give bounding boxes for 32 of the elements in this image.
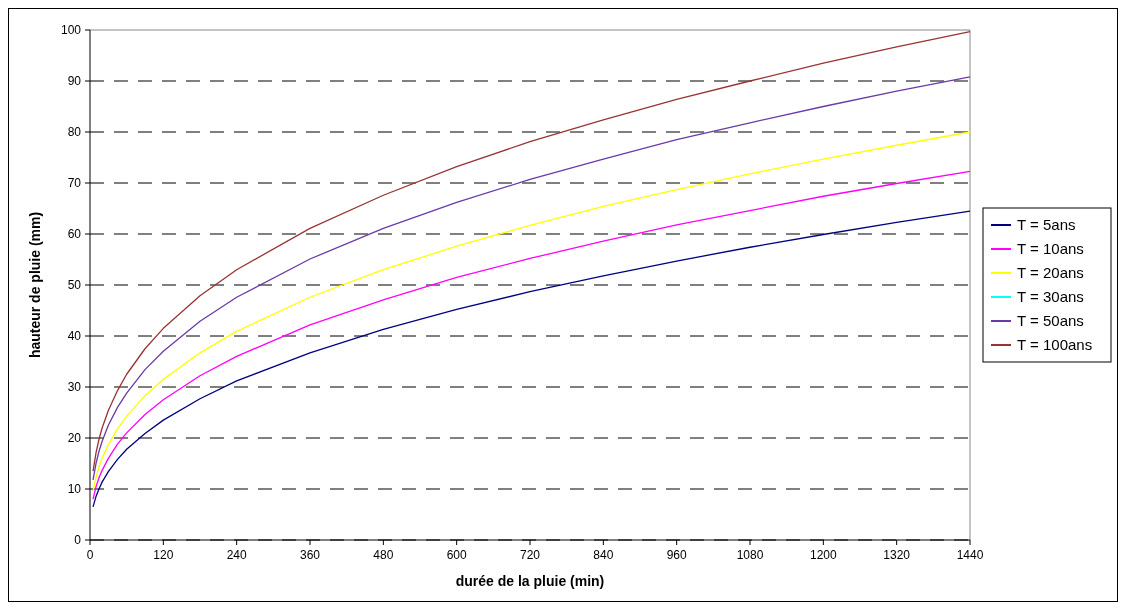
- legend-label: T = 20ans: [1017, 264, 1084, 282]
- y-tick-label: 60: [67, 227, 82, 242]
- y-tick-label: 90: [67, 74, 82, 89]
- x-tick-label: 960: [666, 548, 687, 562]
- x-tick-label: 360: [299, 548, 321, 562]
- y-axis-title: hauteur de pluie (mm): [27, 211, 43, 359]
- x-tick-label: 480: [373, 548, 394, 562]
- x-tick-label: 840: [593, 548, 614, 562]
- y-tick-label: 30: [67, 380, 82, 395]
- y-tick-label: 50: [67, 278, 82, 293]
- x-tick-label: 1440: [956, 548, 984, 562]
- x-tick-label: 120: [153, 548, 174, 562]
- x-tick-label: 1320: [883, 548, 911, 562]
- y-tick-label: 40: [67, 329, 82, 344]
- x-tick-label: 720: [519, 548, 541, 562]
- legend-label: T = 50ans: [1017, 312, 1084, 330]
- legend-label: T = 100ans: [1017, 336, 1093, 354]
- y-tick-label: 10: [67, 482, 82, 497]
- x-axis-title: durée de la pluie (min): [455, 573, 605, 589]
- y-tick-label: 80: [67, 125, 82, 140]
- x-tick-label: 1200: [809, 548, 837, 562]
- x-tick-label: 1080: [736, 548, 764, 562]
- y-tick-label: 20: [67, 431, 82, 446]
- x-tick-label: 240: [226, 548, 247, 562]
- x-tick-label: 0: [86, 548, 94, 562]
- legend-label: T = 10ans: [1017, 240, 1084, 258]
- legend-label: T = 30ans: [1017, 288, 1084, 306]
- legend-label: T = 5ans: [1017, 216, 1076, 234]
- y-tick-label: 0: [74, 533, 82, 548]
- y-tick-label: 70: [67, 176, 82, 191]
- x-tick-label: 600: [446, 548, 467, 562]
- y-tick-label: 100: [60, 23, 82, 38]
